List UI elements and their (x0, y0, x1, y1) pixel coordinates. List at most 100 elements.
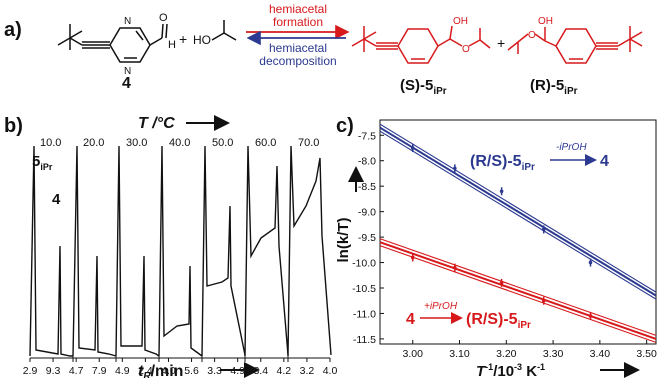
y-tick-label: -10.5 (352, 283, 376, 295)
time-tick-label: 4.2 (277, 365, 292, 377)
reaction-scheme: a) N N O H 4 + HO (4, 2, 643, 97)
compound-4-structure (57, 23, 168, 63)
time-tick-label: 3.2 (300, 365, 315, 377)
data-point-marker (588, 260, 593, 265)
confidence-band-line (379, 130, 657, 300)
y-tick-label: -7.5 (358, 130, 376, 142)
series-target-decomposition: 4 (600, 153, 609, 170)
panel-label-b: b) (4, 115, 23, 137)
series-arrow-label-formation: +iPrOH (424, 301, 458, 312)
chromatogram-trace (29, 145, 73, 357)
series-label-formation: 4 (406, 311, 415, 328)
temperature-axis-label: T /°C (138, 115, 175, 132)
data-point-marker (499, 189, 504, 194)
aldehyde-hydrogen: H (168, 39, 176, 51)
ring-n-label: N (124, 66, 131, 77)
y-tick-label: -9.5 (358, 232, 376, 244)
x-axis-label: T-1/10-3 K-1 (476, 362, 545, 378)
alcohol-oh: HO (193, 33, 211, 47)
eyring-plot-panel: c) -7.5 -8.0 -8.5 -9.0 -9.5 -10.0 -10.5 -11.0 -1… (335, 115, 657, 378)
product-s-oh: OH (453, 16, 468, 27)
series-target-formation: (R/S)-5iPr (466, 311, 531, 331)
panel-label-a: a) (4, 19, 22, 41)
x-tick-labels: 3.00 3.10 3.20 3.30 3.40 3.50 (403, 340, 657, 360)
plus-sign-products: + (497, 35, 505, 51)
temperature-label: 70.0 (298, 137, 319, 149)
time-axis-label: tR/min (138, 363, 183, 378)
chromatogram-trace (287, 145, 332, 357)
time-tick-label: 4.7 (69, 365, 84, 377)
series-1 (379, 238, 657, 343)
data-point-marker (541, 298, 546, 303)
chromatogram-trace (201, 145, 246, 357)
y-tick-label: -10.0 (352, 258, 376, 270)
x-tick-label: 3.10 (449, 348, 470, 360)
y-tick-labels: -7.5 -8.0 -8.5 -9.0 -9.5 -10.0 -10.5 -11.0 -11.5 (352, 130, 384, 346)
time-tick-label: 3.3 (207, 365, 222, 377)
x-tick-label: 3.30 (543, 348, 564, 360)
temperature-label: 40.0 (169, 137, 190, 149)
arrow-label-formation-2: formation (273, 15, 323, 29)
arrow-label-decomposition-1: hemiacetal (269, 41, 327, 55)
time-tick-label: 4.0 (161, 365, 176, 377)
data-point-marker (410, 146, 415, 150)
fit-line (379, 126, 657, 297)
time-tick-label: 2.4 (138, 365, 153, 377)
chromatogram-trace (115, 145, 160, 357)
time-tick-label: 7.9 (92, 365, 107, 377)
arrow-label-formation-1: hemiacetal (269, 2, 327, 16)
x-tick-label: 3.40 (590, 348, 611, 360)
series-0 (379, 123, 657, 300)
chromatogram-trace (244, 145, 289, 357)
data-point-marker (499, 281, 504, 285)
y-tick-label: -8.5 (358, 181, 376, 193)
peak-label-5: 5iPr (32, 153, 53, 172)
time-tick-label: 9.3 (46, 365, 61, 377)
chromatogram-trace (72, 145, 117, 357)
y-tick-label: -11.0 (353, 308, 376, 320)
series-arrow-label-decomposition: -iPrOH (556, 142, 587, 153)
confidence-band-line (379, 245, 657, 343)
y-axis-label: ln(k/T) (335, 218, 352, 263)
peak-label-4: 4 (52, 191, 61, 208)
compound-4-label: 4 (122, 75, 131, 92)
data-point-marker (541, 227, 546, 232)
product-r-oh: OH (538, 16, 553, 27)
series-label-decomposition: (R/S)-5iPr (470, 153, 535, 173)
time-tick-label: 4.0 (323, 365, 338, 377)
x-tick-label: 3.50 (636, 348, 657, 360)
arrow-label-decomposition-2: decomposition (259, 54, 336, 68)
data-point-marker (588, 314, 593, 318)
confidence-band-line (379, 123, 657, 293)
y-tick-label: -9.0 (358, 207, 376, 219)
y-tick-label: -11.5 (353, 334, 376, 346)
product-r-label: (R)-5iPr (530, 77, 578, 97)
panel-label-c: c) (336, 115, 354, 137)
ring-n-label: N (124, 16, 131, 27)
plot-frame (379, 119, 657, 345)
product-r-structure (507, 26, 643, 64)
data-point-marker (453, 265, 457, 270)
product-s-structure (351, 25, 491, 64)
product-r-ether-o: O (528, 30, 536, 41)
temperature-label: 50.0 (212, 137, 233, 149)
isopropanol-structure (211, 20, 237, 41)
product-s-label: (S)-5iPr (400, 77, 447, 97)
time-tick-label: 4.9 (115, 365, 130, 377)
data-point-marker (453, 166, 457, 171)
time-tick-label: 5.6 (184, 365, 199, 377)
temperature-label: 10.0 (40, 137, 61, 149)
plus-sign: + (179, 31, 187, 47)
chromatogram-trace (158, 145, 203, 357)
chromatogram-traces (29, 145, 332, 362)
plot-series (379, 123, 657, 343)
product-s-ether-o: O (462, 44, 470, 55)
x-tick-label: 3.20 (496, 348, 517, 360)
y-tick-label: -8.0 (358, 156, 376, 168)
time-tick-label: 2.9 (23, 365, 38, 377)
temperature-labels: 10.0 20.0 30.0 40.0 50.0 60.0 70.0 (40, 137, 319, 149)
temperature-label: 20.0 (83, 137, 104, 149)
confidence-band-line (379, 238, 657, 336)
x-tick-label: 3.00 (403, 348, 424, 360)
